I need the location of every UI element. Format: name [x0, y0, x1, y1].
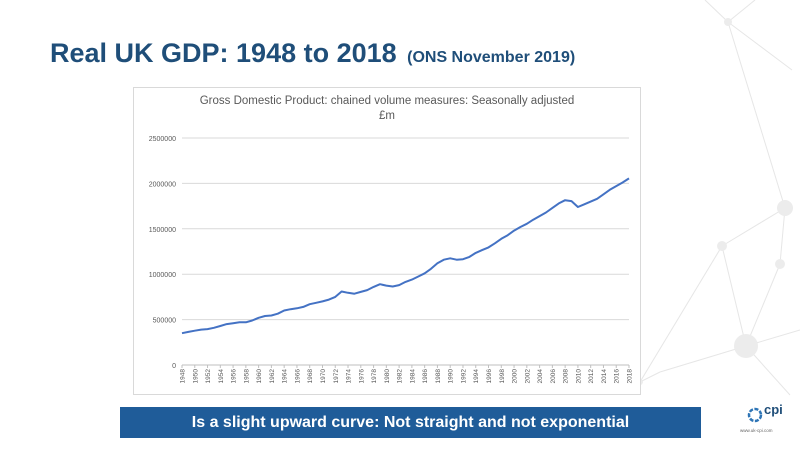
x-tick-label: 2008 [563, 369, 570, 384]
x-tick-label: 1984 [409, 369, 416, 384]
x-tick-label: 2012 [588, 369, 595, 384]
y-tick-label: 1500000 [149, 227, 176, 234]
x-tick-label: 1950 [192, 369, 199, 384]
x-tick-label: 1980 [384, 369, 391, 384]
gdp-line-chart: 0 500000 1000000 1500000 2000000 2500000 1948 1… [149, 136, 634, 384]
x-tick-label: 1992 [460, 369, 467, 384]
x-tick-label: 2006 [550, 369, 557, 384]
chart-title-block: Gross Domestic Product: chained volume m… [134, 94, 640, 124]
conclusion-banner: Is a slight upward curve: Not straight a… [120, 407, 701, 438]
x-tick-label: 2016 [614, 369, 621, 384]
slide-title-source: (ONS November 2019) [407, 49, 576, 66]
x-tick-label: 1988 [435, 369, 442, 384]
cpi-ring-icon [747, 407, 763, 423]
x-tick-label: 1976 [358, 369, 365, 384]
x-tick-label: 1954 [218, 369, 225, 384]
x-tick-label: 2018 [627, 369, 634, 384]
x-tick-label: 1968 [307, 369, 314, 384]
x-tick-label: 1990 [448, 369, 455, 384]
gdp-series-line [181, 177, 630, 335]
chart-unit-label: £m [379, 110, 395, 122]
x-tick-label: 1998 [499, 369, 506, 384]
logo-url: www.uk-cpi.com [740, 428, 773, 433]
x-tick-label: 2000 [512, 369, 519, 384]
y-tick-label: 0 [172, 363, 176, 370]
x-tick-label: 2010 [575, 369, 582, 384]
x-tick-label: 1964 [282, 369, 289, 384]
slide-title: Real UK GDP: 1948 to 2018 (ONS November … [50, 38, 575, 69]
x-tick-label: 1956 [231, 369, 238, 384]
x-tick-label: 1970 [320, 369, 327, 384]
x-tick-label: 2002 [524, 369, 531, 384]
x-tick-label: 2004 [537, 369, 544, 384]
x-tick-label: 1974 [346, 369, 353, 384]
x-tick-label: 1996 [486, 369, 493, 384]
chart-title: Gross Domestic Product: chained volume m… [199, 95, 575, 107]
x-tick-label: 1960 [256, 369, 263, 384]
chart-panel: 0 500000 1000000 1500000 2000000 2500000 1948 1… [133, 87, 641, 395]
x-tick-label: 1952 [205, 369, 212, 384]
y-tick-label: 2500000 [149, 136, 176, 143]
y-tick-label: 1000000 [149, 272, 176, 279]
x-tick-label: 2014 [601, 369, 608, 384]
x-tick-label: 1962 [269, 369, 276, 384]
x-tick-label: 1994 [473, 369, 480, 384]
x-tick-label: 1986 [422, 369, 429, 384]
y-tick-label: 2000000 [149, 181, 176, 188]
x-tick-label: 1982 [397, 369, 404, 384]
y-tick-label: 500000 [153, 318, 176, 325]
conclusion-banner-text: Is a slight upward curve: Not straight a… [191, 413, 630, 431]
x-tick-label: 1966 [294, 369, 301, 384]
x-tick-label: 1958 [243, 369, 250, 384]
x-tick-label: 1978 [371, 369, 378, 384]
x-tick-label: 1972 [333, 369, 340, 384]
logo-text: cpi [764, 402, 783, 417]
x-tick-label: 1948 [180, 369, 187, 384]
slide-title-main: Real UK GDP: 1948 to 2018 [50, 38, 397, 68]
